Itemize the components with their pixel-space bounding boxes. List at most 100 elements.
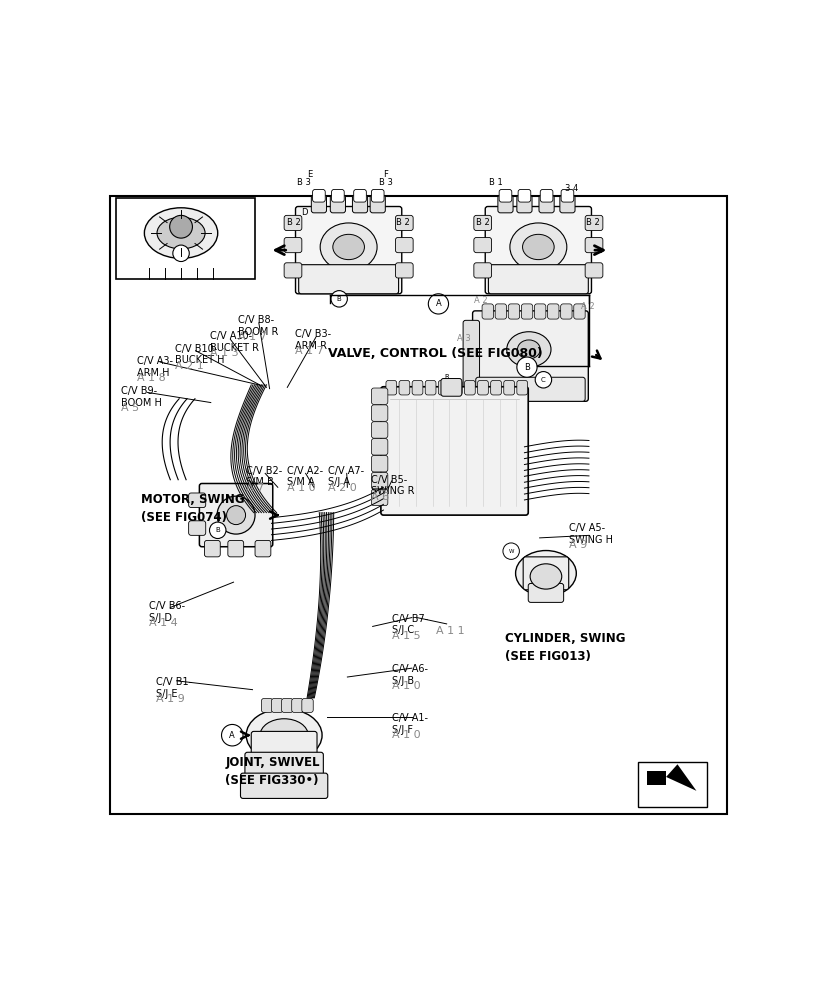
Text: C/V A5-
SWING H: C/V A5- SWING H — [569, 523, 613, 545]
Circle shape — [210, 522, 226, 539]
Text: A 2 1: A 2 1 — [175, 361, 203, 371]
Text: A 3: A 3 — [458, 334, 471, 343]
Text: (SEE FIG013): (SEE FIG013) — [505, 650, 592, 663]
FancyBboxPatch shape — [272, 699, 283, 712]
Circle shape — [173, 245, 189, 262]
Circle shape — [428, 294, 449, 314]
Text: C/V A2-
S/M A: C/V A2- S/M A — [287, 466, 323, 487]
FancyBboxPatch shape — [464, 380, 475, 395]
Text: A 1 0: A 1 0 — [392, 681, 420, 691]
Text: (SEE FIG074): (SEE FIG074) — [141, 511, 227, 524]
Text: B 2: B 2 — [286, 218, 300, 227]
Circle shape — [517, 357, 537, 377]
FancyBboxPatch shape — [518, 189, 530, 202]
FancyBboxPatch shape — [438, 380, 449, 395]
FancyBboxPatch shape — [331, 189, 344, 202]
FancyBboxPatch shape — [495, 304, 507, 319]
Ellipse shape — [144, 208, 218, 258]
Ellipse shape — [227, 506, 246, 525]
FancyBboxPatch shape — [284, 237, 302, 253]
FancyBboxPatch shape — [188, 493, 206, 508]
Ellipse shape — [217, 496, 255, 534]
Text: JOINT, SWIVEL: JOINT, SWIVEL — [225, 756, 320, 769]
FancyBboxPatch shape — [476, 377, 585, 401]
Circle shape — [221, 724, 243, 746]
Polygon shape — [647, 771, 666, 785]
Ellipse shape — [260, 719, 308, 752]
FancyBboxPatch shape — [517, 380, 528, 395]
Text: B: B — [524, 363, 530, 372]
Circle shape — [503, 543, 519, 559]
Text: W: W — [508, 549, 514, 554]
FancyBboxPatch shape — [463, 320, 480, 392]
FancyBboxPatch shape — [474, 263, 491, 278]
Text: C/V B2-
S/M B: C/V B2- S/M B — [246, 466, 282, 487]
Ellipse shape — [333, 234, 365, 260]
FancyBboxPatch shape — [490, 380, 501, 395]
FancyBboxPatch shape — [474, 215, 491, 231]
FancyBboxPatch shape — [255, 540, 271, 557]
Text: B 2: B 2 — [477, 218, 490, 227]
Text: A 6: A 6 — [370, 492, 389, 502]
FancyBboxPatch shape — [396, 237, 413, 253]
Text: A 1 0: A 1 0 — [287, 483, 316, 493]
FancyBboxPatch shape — [353, 195, 367, 213]
Text: A 2: A 2 — [581, 302, 595, 311]
Text: A 2 0: A 2 0 — [328, 483, 357, 493]
FancyBboxPatch shape — [205, 540, 220, 557]
FancyBboxPatch shape — [330, 195, 345, 213]
Text: F: F — [383, 170, 388, 179]
Text: C/V B1-
S/J E: C/V B1- S/J E — [156, 677, 192, 699]
Text: C/V A6-
S/J B: C/V A6- S/J B — [392, 664, 428, 686]
FancyBboxPatch shape — [245, 752, 323, 779]
Text: A 1 0: A 1 0 — [392, 730, 420, 740]
FancyBboxPatch shape — [560, 195, 575, 213]
Text: A 2: A 2 — [474, 296, 487, 305]
Ellipse shape — [157, 217, 205, 249]
Text: A 7: A 7 — [246, 483, 264, 493]
FancyBboxPatch shape — [477, 380, 488, 395]
FancyBboxPatch shape — [425, 380, 436, 395]
Text: B 2: B 2 — [396, 218, 410, 227]
Text: B 3: B 3 — [379, 178, 392, 187]
FancyBboxPatch shape — [312, 195, 326, 213]
Bar — [116, 198, 255, 279]
FancyBboxPatch shape — [370, 195, 385, 213]
Ellipse shape — [517, 340, 540, 359]
FancyBboxPatch shape — [282, 699, 293, 712]
FancyBboxPatch shape — [353, 189, 366, 202]
FancyBboxPatch shape — [371, 439, 388, 455]
Ellipse shape — [246, 709, 322, 762]
Text: A 1 8: A 1 8 — [137, 373, 166, 383]
FancyBboxPatch shape — [228, 540, 244, 557]
Circle shape — [375, 164, 396, 184]
Text: C/V A7-
S/J A: C/V A7- S/J A — [328, 466, 365, 487]
Text: A 1 5: A 1 5 — [392, 631, 420, 641]
FancyBboxPatch shape — [441, 379, 462, 396]
FancyBboxPatch shape — [412, 380, 423, 395]
FancyBboxPatch shape — [188, 521, 206, 535]
Text: CYLINDER, SWING: CYLINDER, SWING — [505, 632, 626, 645]
Text: E: E — [307, 170, 312, 179]
Text: R: R — [444, 374, 449, 380]
Text: B: B — [215, 527, 220, 533]
FancyBboxPatch shape — [371, 189, 384, 202]
FancyBboxPatch shape — [472, 311, 588, 401]
FancyBboxPatch shape — [291, 699, 303, 712]
Text: C/V A3-
ARM H: C/V A3- ARM H — [137, 356, 173, 378]
FancyBboxPatch shape — [371, 388, 388, 404]
Ellipse shape — [320, 223, 377, 271]
Text: C/V B7-
S/J C: C/V B7- S/J C — [392, 614, 428, 635]
FancyBboxPatch shape — [585, 237, 603, 253]
Circle shape — [535, 372, 552, 388]
FancyBboxPatch shape — [540, 189, 553, 202]
Text: B 1: B 1 — [489, 178, 503, 187]
FancyBboxPatch shape — [521, 304, 533, 319]
FancyBboxPatch shape — [517, 195, 532, 213]
Text: C/V B5-
SWING R: C/V B5- SWING R — [370, 475, 415, 496]
Ellipse shape — [530, 564, 561, 589]
Text: D: D — [301, 208, 308, 217]
Ellipse shape — [507, 332, 551, 367]
Text: A 5: A 5 — [121, 403, 139, 413]
Text: B: B — [337, 296, 342, 302]
